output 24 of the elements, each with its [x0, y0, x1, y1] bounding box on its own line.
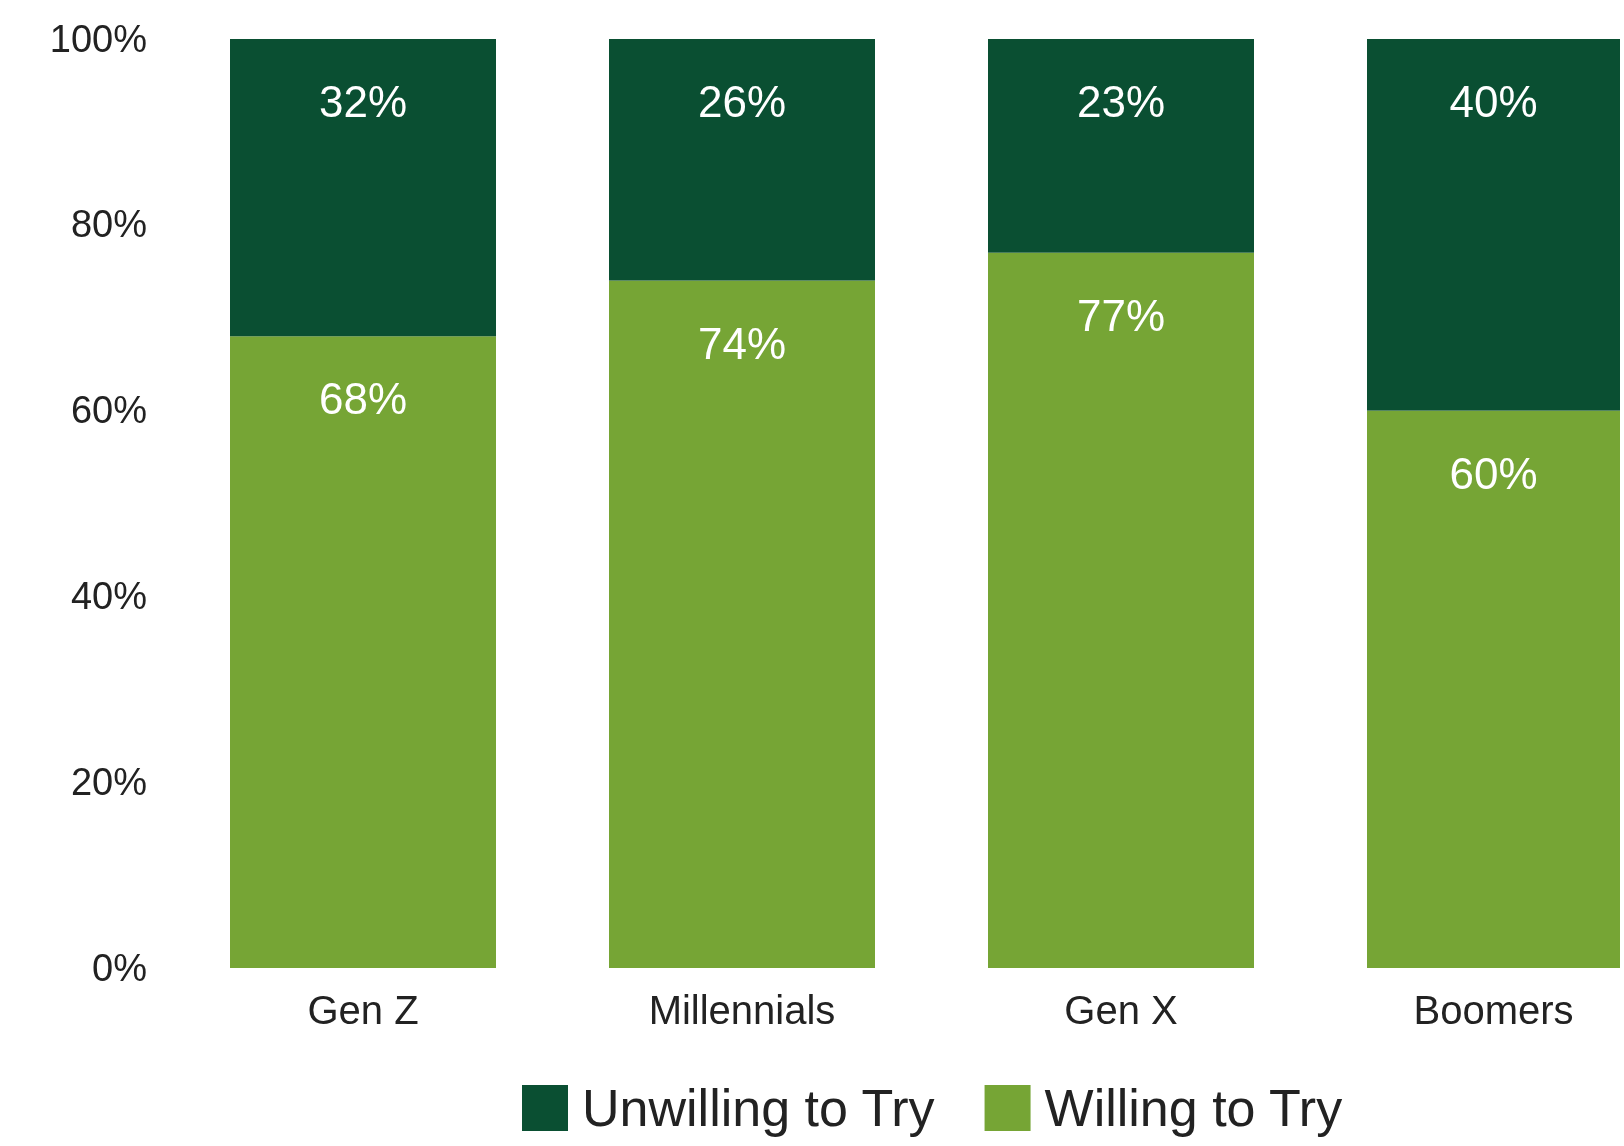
x-tick-label: Gen Z [307, 988, 419, 1032]
x-tick-label: Boomers [1413, 988, 1574, 1032]
y-tick-label: 0% [92, 946, 147, 989]
legend-label: Unwilling to Try [582, 1079, 935, 1137]
data-label: 68% [318, 374, 408, 424]
bar [230, 336, 496, 968]
x-tick-label: Millennials [648, 988, 836, 1032]
y-tick-label: 40% [70, 575, 147, 618]
data-label: 60% [1449, 448, 1538, 498]
y-tick-label: 60% [70, 389, 147, 432]
x-tick-label: Gen X [1064, 988, 1178, 1032]
legend-label: Willing to Try [1044, 1079, 1343, 1137]
bar [609, 39, 875, 281]
bar [609, 280, 875, 968]
data-label: 74% [697, 318, 787, 368]
data-label: 23% [1076, 77, 1166, 126]
bar [230, 39, 496, 337]
y-tick-label: 100% [49, 17, 147, 60]
y-tick-label: 20% [70, 760, 147, 803]
data-label: 26% [697, 77, 787, 126]
y-tick-label: 80% [70, 203, 147, 246]
data-label: 32% [318, 77, 408, 126]
data-label: 40% [1449, 77, 1538, 126]
data-label: 77% [1076, 290, 1166, 340]
